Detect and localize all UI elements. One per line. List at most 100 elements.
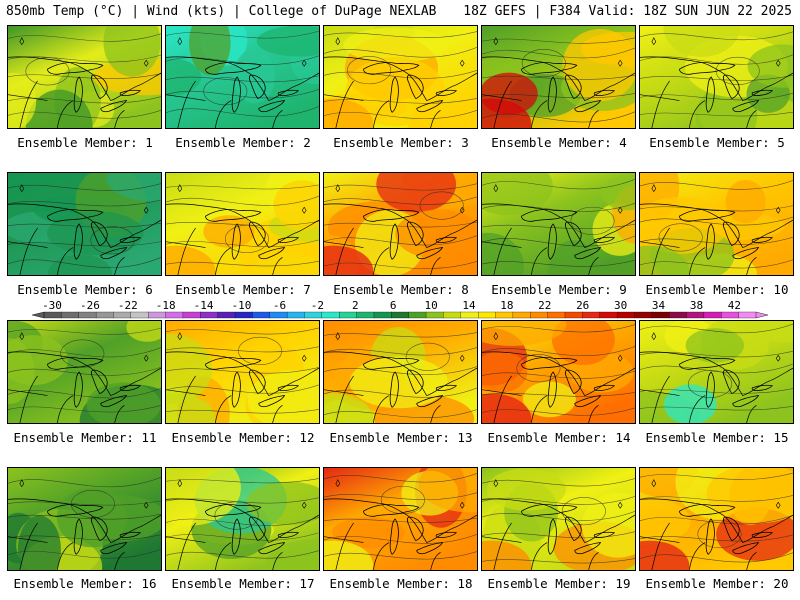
map-canvas — [482, 26, 635, 128]
colorbar-segment — [356, 311, 375, 319]
map-canvas — [166, 173, 319, 275]
temperature-region — [395, 209, 477, 259]
state-borders — [8, 56, 161, 128]
warm-core — [324, 245, 374, 275]
temperature-region — [106, 173, 161, 202]
station-marker — [177, 37, 183, 46]
colorbar-tick-label: 10 — [424, 300, 437, 312]
temperature-region — [486, 468, 566, 511]
state-borders — [166, 498, 319, 570]
colorbar-tick-label: 42 — [728, 300, 741, 312]
wind-contours — [8, 327, 161, 413]
temperature-region — [482, 351, 528, 393]
great-lakes-outline — [47, 504, 142, 555]
station-marker — [617, 59, 623, 67]
map-canvas — [166, 26, 319, 128]
station-marker — [459, 206, 465, 214]
temperature-region — [664, 384, 717, 423]
temperature-region — [166, 333, 213, 405]
ensemble-member-map — [165, 25, 320, 129]
state-borders — [8, 203, 161, 275]
member-caption: Ensemble Member: 1 — [17, 135, 153, 150]
colorbar-tick-label: 34 — [652, 300, 666, 312]
state-borders — [482, 203, 635, 275]
station-marker — [493, 37, 499, 46]
station-marker — [143, 354, 149, 362]
temperature-region — [482, 321, 567, 346]
map-canvas — [8, 26, 161, 128]
colorbar-tick-label: 38 — [690, 300, 703, 312]
great-lakes-outline — [47, 209, 142, 260]
station-marker — [19, 479, 25, 488]
warm-core — [482, 393, 532, 423]
ensemble-member-map — [481, 320, 636, 424]
state-borders — [482, 56, 635, 128]
ensemble-member-map — [481, 25, 636, 129]
colorbar-segment — [669, 311, 687, 319]
colorbar-segment — [182, 311, 201, 319]
station-marker — [651, 332, 657, 341]
station-marker — [143, 59, 149, 67]
state-borders — [324, 498, 477, 570]
station-marker — [493, 332, 499, 341]
colorbar-segment — [43, 311, 62, 319]
map-canvas — [482, 173, 635, 275]
wind-contours — [8, 476, 161, 559]
state-borders — [640, 56, 793, 128]
temperature-region — [747, 44, 793, 88]
great-lakes-outline — [521, 209, 616, 260]
ensemble-member-map — [639, 467, 794, 571]
temperature-region — [581, 492, 635, 558]
ensemble-member-map — [639, 172, 794, 276]
station-marker — [143, 501, 149, 509]
temperature-region — [166, 468, 241, 526]
temperature-region — [522, 381, 576, 418]
station-marker — [651, 479, 657, 488]
member-caption: Ensemble Member: 3 — [333, 135, 469, 150]
state-borders — [8, 498, 161, 570]
temperature-region — [601, 175, 635, 211]
station-marker — [177, 479, 183, 488]
ensemble-member-map — [7, 25, 162, 129]
colorbar-segment — [321, 311, 340, 319]
state-borders — [8, 351, 161, 423]
colorbar-tick-label: 14 — [462, 300, 476, 312]
temperature-region — [706, 468, 793, 524]
state-borders — [640, 203, 793, 275]
state-borders — [166, 351, 319, 423]
temperature-region — [25, 89, 93, 128]
member-caption: Ensemble Member: 20 — [645, 576, 789, 591]
map-canvas — [324, 468, 477, 570]
temperature-region — [189, 26, 231, 76]
station-marker — [335, 332, 341, 341]
colorbar-segment — [234, 311, 253, 319]
colorbar-segment — [252, 311, 271, 319]
colorbar-segment — [78, 311, 97, 319]
wind-contours — [166, 184, 319, 267]
member-caption: Ensemble Member: 10 — [645, 282, 789, 297]
warm-core — [482, 540, 532, 570]
colorbar-tick-label: 26 — [576, 300, 589, 312]
colorbar-segment — [148, 311, 167, 319]
map-canvas — [640, 321, 793, 423]
colorbar-segment — [95, 311, 114, 319]
temperature-region — [256, 26, 319, 57]
ensemble-member-map — [323, 25, 478, 129]
great-lakes-outline — [363, 209, 458, 260]
station-marker — [617, 206, 623, 214]
station-marker — [177, 332, 183, 341]
wind-contours — [640, 323, 793, 411]
ensemble-member-map — [165, 172, 320, 276]
colorbar-segment — [200, 311, 219, 319]
ensemble-member-map — [165, 320, 320, 424]
temperature-region — [86, 382, 161, 423]
temperature-region — [273, 180, 319, 231]
colorbar-segment — [373, 311, 392, 319]
colorbar-tick-label: -2 — [311, 300, 324, 312]
ensemble-member-map — [7, 467, 162, 571]
temperature-region — [8, 335, 68, 386]
station-marker — [301, 354, 307, 362]
colorbar-segment — [286, 311, 305, 319]
colorbar-segment — [113, 311, 132, 319]
wind-contours — [324, 31, 477, 120]
